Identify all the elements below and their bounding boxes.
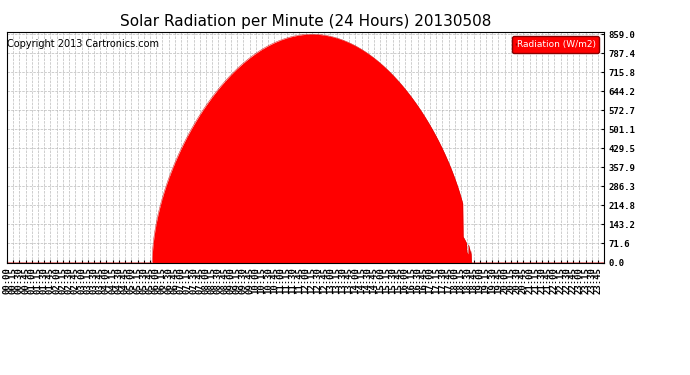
Text: Copyright 2013 Cartronics.com: Copyright 2013 Cartronics.com — [8, 39, 159, 49]
Title: Solar Radiation per Minute (24 Hours) 20130508: Solar Radiation per Minute (24 Hours) 20… — [119, 14, 491, 29]
Legend: Radiation (W/m2): Radiation (W/m2) — [512, 36, 599, 52]
